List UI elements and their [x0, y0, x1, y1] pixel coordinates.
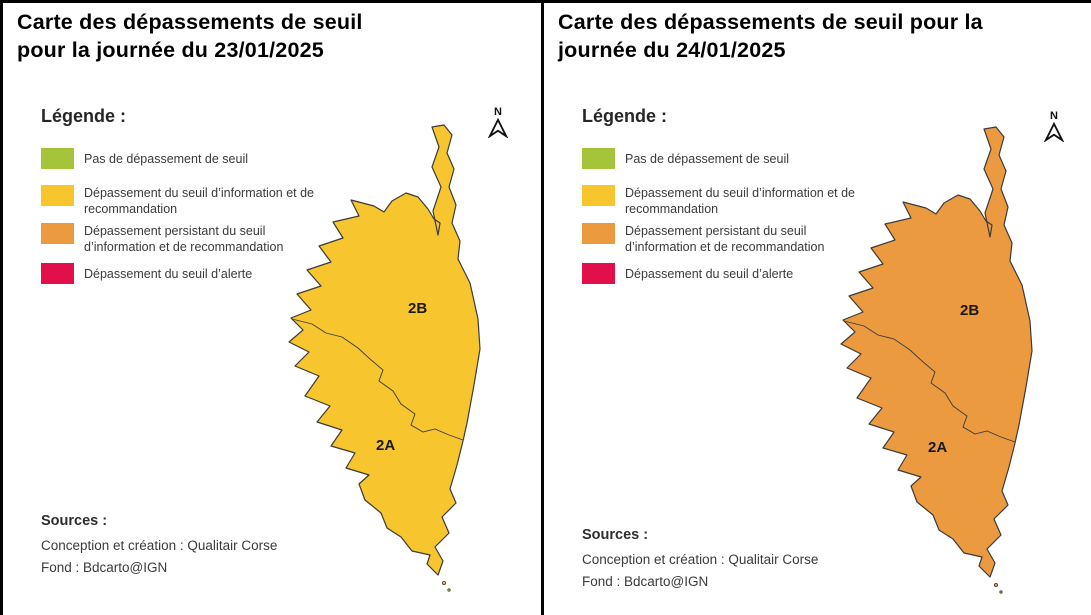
legend-item-no-exceedance: Pas de dépassement de seuil: [41, 148, 248, 169]
north-arrow-icon: [1043, 121, 1065, 143]
panel-divider: [541, 3, 544, 615]
orange-swatch: [582, 223, 615, 244]
corsica-island-shape: [288, 124, 481, 576]
yellow-swatch: [582, 185, 615, 206]
title-line-1: Carte des dépassements de seuil: [17, 10, 363, 34]
north-letter: N: [494, 106, 502, 118]
north-letter: N: [1050, 110, 1058, 122]
legend-item-no-exceedance: Pas de dépassement de seuil: [582, 148, 789, 169]
legend-label: Pas de dépassement de seuil: [625, 152, 789, 166]
legend-item-alert-threshold: Dépassement du seuil d’alerte: [41, 263, 252, 284]
legend-label: Pas de dépassement de seuil: [84, 152, 248, 166]
sources-conception: Conception et création : Qualitair Corse: [41, 538, 278, 553]
legend-item-persistent-threshold: Dépassement persistant du seuil d’inform…: [582, 223, 857, 255]
sources-block: Sources : Conception et création : Quali…: [41, 513, 277, 578]
legend-label: Dépassement persistant du seuil d’inform…: [84, 224, 284, 254]
sources-conception: Conception et création : Qualitair Corse: [582, 552, 819, 567]
yellow-swatch: [41, 185, 74, 206]
legend-item-persistent-threshold: Dépassement persistant du seuil d’inform…: [41, 223, 316, 255]
page-title: Carte des dépassements de seuil pour la …: [17, 9, 363, 65]
map-panel-24-01-2025: Carte des dépassements de seuil pour la …: [544, 3, 1091, 615]
islet: [441, 580, 446, 585]
corsica-map: 2B 2A: [836, 125, 1036, 604]
sources-fond: Fond : Bdcarto@IGN: [41, 559, 168, 575]
legend-item-information-threshold: Dépassement du seuil d’information et de…: [582, 185, 857, 217]
page-title: Carte des dépassements de seuil pour la …: [558, 9, 983, 65]
legend-label: Dépassement du seuil d’information et de…: [625, 186, 855, 216]
region-label-2a: 2A: [376, 437, 395, 454]
legend-label: Dépassement du seuil d’information et de…: [84, 186, 314, 216]
north-arrow: N: [1041, 111, 1067, 147]
region-label-2a: 2A: [928, 439, 947, 456]
legend-label: Dépassement du seuil d’alerte: [84, 267, 253, 281]
north-arrow-icon: [487, 117, 509, 139]
red-swatch: [582, 263, 615, 284]
legend-item-alert-threshold: Dépassement du seuil d’alerte: [582, 263, 793, 284]
legend-label: Dépassement persistant du seuil d’inform…: [625, 224, 825, 254]
north-arrow: N: [485, 107, 511, 143]
sources-title: Sources :: [582, 527, 649, 543]
orange-swatch: [41, 223, 74, 244]
green-swatch: [41, 148, 74, 169]
islet: [999, 590, 1003, 594]
title-line-1: Carte des dépassements de seuil pour la: [558, 10, 983, 34]
corsica-map: 2B 2A: [284, 123, 484, 602]
corsica-map-svg: 2B 2A: [288, 124, 481, 592]
islet: [993, 582, 998, 587]
red-swatch: [41, 263, 74, 284]
title-line-2: pour la journée du 23/01/2025: [17, 37, 324, 62]
title-line-2: journée du 24/01/2025: [558, 37, 786, 62]
region-label-2b: 2B: [960, 302, 979, 319]
legend-title: Légende :: [41, 106, 127, 126]
sources-fond: Fond : Bdcarto@IGN: [582, 573, 709, 589]
sources-block: Sources : Conception et création : Quali…: [582, 527, 818, 592]
map-panel-23-01-2025: Carte des dépassements de seuil pour la …: [3, 3, 541, 615]
islet: [447, 588, 451, 592]
department-boundary: [291, 318, 464, 441]
legend-item-information-threshold: Dépassement du seuil d’information et de…: [41, 185, 316, 217]
department-boundary: [843, 320, 1016, 443]
corsica-island-shape: [840, 126, 1033, 578]
legend-label: Dépassement du seuil d’alerte: [625, 267, 794, 281]
legend-title: Légende :: [582, 106, 668, 126]
region-label-2b: 2B: [408, 300, 427, 317]
sources-title: Sources :: [41, 513, 108, 529]
green-swatch: [582, 148, 615, 169]
corsica-map-svg: 2B 2A: [840, 126, 1033, 594]
